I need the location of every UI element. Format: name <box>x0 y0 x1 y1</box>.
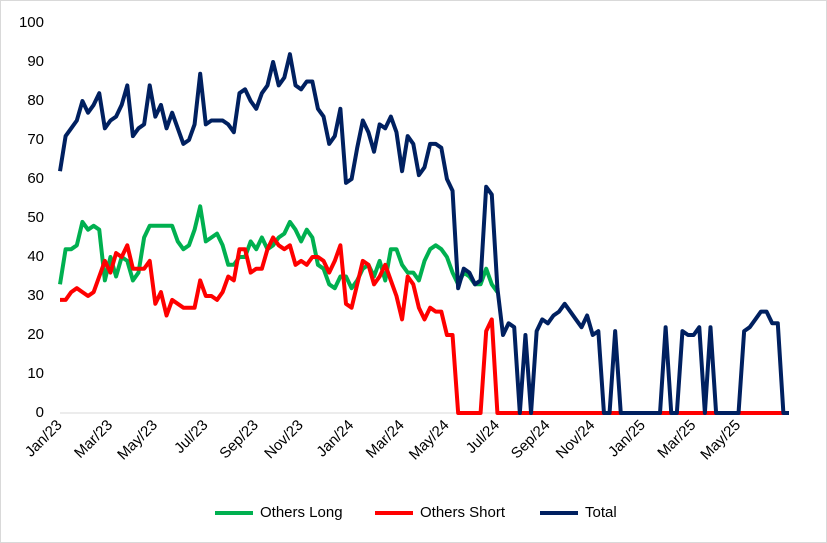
y-tick-label: 60 <box>27 170 44 187</box>
y-tick-label: 20 <box>27 326 44 343</box>
legend-label: Others Short <box>420 504 506 521</box>
series-line <box>58 204 500 294</box>
y-tick-label: 40 <box>27 248 44 265</box>
y-tick-label: 30 <box>27 287 44 304</box>
y-tick-label: 70 <box>27 131 44 148</box>
series-line <box>60 235 789 415</box>
y-tick-label: 90 <box>27 53 44 70</box>
series-line <box>58 52 789 415</box>
legend-label: Others Long <box>260 504 343 521</box>
y-tick-label: 100 <box>19 14 44 31</box>
legend-label: Total <box>585 504 617 521</box>
y-tick-label: 10 <box>27 365 44 382</box>
y-tick-label: 50 <box>27 209 44 226</box>
y-tick-label: 80 <box>27 92 44 109</box>
y-tick-label: 0 <box>36 404 44 421</box>
